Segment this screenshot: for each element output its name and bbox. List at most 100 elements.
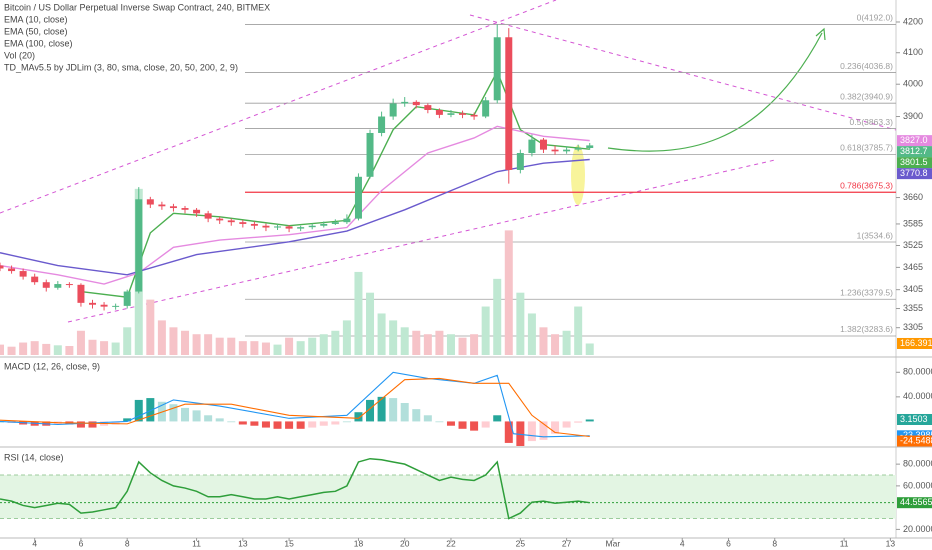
fib-label: 1(3534.6) bbox=[857, 230, 894, 240]
volume-bar bbox=[42, 343, 51, 355]
volume-bar bbox=[551, 334, 560, 355]
macd-histogram-bar bbox=[539, 421, 548, 440]
volume-bar bbox=[504, 230, 513, 355]
macd-histogram-bar bbox=[123, 418, 132, 422]
x-tick-label: 6 bbox=[79, 538, 84, 548]
macd-histogram-bar bbox=[342, 421, 351, 423]
candle-body bbox=[65, 284, 73, 286]
volume-bar bbox=[19, 342, 28, 355]
volume-bar bbox=[585, 343, 594, 355]
candle-body bbox=[193, 209, 201, 214]
macd-histogram-bar bbox=[412, 409, 421, 422]
macd-histogram-bar bbox=[169, 404, 178, 422]
y-tick-label: 3405 bbox=[903, 284, 923, 294]
candle-body bbox=[308, 225, 316, 228]
y-tick-label: 4000 bbox=[903, 79, 923, 89]
price-tag-label: 3812.7 bbox=[900, 146, 928, 156]
price-tag-label: 3.1503 bbox=[900, 414, 928, 424]
y-tick-label: 3660 bbox=[903, 192, 923, 202]
legend-entry: Vol (20) bbox=[4, 50, 35, 60]
candle-body bbox=[354, 176, 362, 219]
macd-histogram-bar bbox=[400, 403, 409, 422]
channel-lower bbox=[67, 159, 776, 323]
macd-histogram-bar bbox=[527, 421, 536, 442]
rsi-title: RSI (14, close) bbox=[4, 452, 64, 462]
volume-bar bbox=[481, 306, 490, 355]
fib-label: 0.786(3675.3) bbox=[840, 180, 893, 190]
y-tick-label: 3900 bbox=[903, 111, 923, 121]
candle-body bbox=[42, 282, 50, 288]
volume-bar bbox=[204, 334, 213, 355]
price-tag bbox=[897, 413, 932, 425]
x-tick-label: 11 bbox=[192, 538, 201, 548]
ema-line bbox=[0, 158, 590, 276]
macd-histogram-bar bbox=[192, 410, 201, 422]
legend-entry: TD_MAv5.5 by JDLim (3, 80, sma, close, 2… bbox=[4, 62, 238, 72]
macd-line bbox=[0, 377, 590, 438]
macd-histogram-bar bbox=[285, 421, 294, 429]
y-tick-label: 4100 bbox=[903, 47, 923, 57]
x-tick-label: 18 bbox=[354, 538, 364, 548]
candle-body bbox=[563, 149, 571, 152]
volume-bar bbox=[493, 278, 502, 355]
volume-bar bbox=[76, 330, 85, 355]
candle-body bbox=[169, 206, 177, 209]
candle-body bbox=[482, 100, 490, 117]
candle-body bbox=[505, 37, 513, 170]
volume-bar bbox=[296, 341, 305, 355]
volume-bar bbox=[574, 306, 583, 355]
legend: Bitcoin / US Dollar Perpetual Inverse Sw… bbox=[4, 2, 270, 462]
candle-body bbox=[447, 113, 455, 115]
macd-histogram-bar bbox=[88, 421, 97, 428]
volume-bar bbox=[250, 341, 259, 355]
price-tag-label: 3770.8 bbox=[900, 168, 928, 178]
price-tag-label: -23.3985 bbox=[900, 430, 932, 440]
macd-histogram-bar bbox=[504, 421, 513, 443]
macd-histogram-bar bbox=[215, 418, 224, 422]
candle-body bbox=[158, 204, 166, 207]
candle-body bbox=[378, 116, 386, 133]
symbol-title: Bitcoin / US Dollar Perpetual Inverse Sw… bbox=[4, 2, 270, 12]
candle-body bbox=[262, 225, 270, 228]
macd-histogram-bar bbox=[76, 421, 85, 428]
y-tick-label: 3355 bbox=[903, 303, 923, 313]
volume-bar bbox=[412, 330, 421, 355]
volume-bar bbox=[215, 337, 224, 355]
macd-line bbox=[0, 371, 590, 438]
x-tick-label: 11 bbox=[840, 538, 849, 548]
price-tag-label: 166.391M bbox=[900, 338, 932, 348]
legend-entry: EMA (50, close) bbox=[4, 26, 68, 36]
volume-bar bbox=[100, 341, 109, 355]
price-tag bbox=[897, 435, 932, 447]
candle-body bbox=[343, 218, 351, 223]
candle-body bbox=[401, 101, 409, 104]
legend-entry: EMA (10, close) bbox=[4, 14, 68, 24]
x-tick-label: 13 bbox=[238, 538, 248, 548]
macd-histogram-bar bbox=[204, 415, 213, 422]
candle-body bbox=[366, 132, 374, 177]
volume-bar bbox=[470, 334, 479, 355]
macd-histogram-bar bbox=[493, 415, 502, 422]
candle-body bbox=[8, 268, 16, 272]
y-tick-label: 3305 bbox=[903, 322, 923, 332]
candle-body bbox=[19, 271, 27, 277]
volume-bar bbox=[169, 327, 178, 355]
macd-histogram-bar bbox=[423, 415, 432, 422]
price-tag bbox=[897, 157, 932, 169]
x-tick-label: 4 bbox=[680, 538, 685, 548]
macd-histogram-bar bbox=[273, 421, 282, 429]
rsi-line bbox=[0, 457, 590, 520]
candle-body bbox=[412, 101, 420, 106]
candle-body bbox=[539, 139, 547, 150]
volume-bar bbox=[527, 313, 536, 355]
macd-histogram-bar bbox=[296, 421, 305, 429]
macd-histogram-bar bbox=[516, 421, 525, 446]
price-tag-label: 44.5565 bbox=[900, 497, 932, 507]
macd-histogram-bar bbox=[585, 419, 594, 422]
volume-bar bbox=[423, 334, 432, 355]
candle-body bbox=[586, 145, 594, 148]
volume-bar bbox=[285, 337, 294, 355]
